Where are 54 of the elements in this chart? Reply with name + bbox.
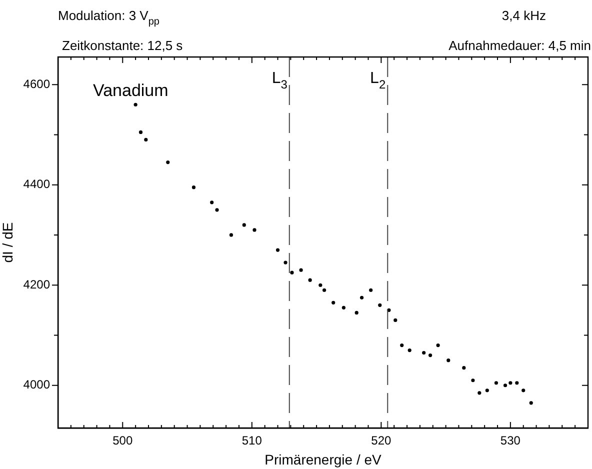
point	[215, 208, 219, 212]
point	[446, 358, 450, 362]
point	[252, 228, 256, 232]
point	[166, 160, 170, 164]
point	[276, 248, 280, 252]
text: Aufnahmedauer: 4,5 min	[448, 38, 592, 53]
point	[462, 366, 466, 370]
point	[400, 343, 404, 348]
point	[522, 388, 526, 392]
point	[210, 200, 214, 204]
point	[229, 233, 234, 237]
point	[503, 384, 508, 388]
point	[471, 378, 475, 382]
point	[242, 223, 246, 227]
point	[478, 391, 482, 395]
point	[360, 296, 364, 300]
x-tick-label: 500	[112, 434, 133, 448]
point	[192, 186, 196, 190]
point	[342, 306, 346, 310]
point	[529, 401, 533, 405]
point	[369, 288, 373, 292]
point	[408, 348, 412, 352]
y-tick-label: 4000	[23, 378, 50, 392]
y-tick-label: 4600	[23, 76, 50, 91]
point	[485, 388, 489, 392]
point	[308, 278, 312, 282]
point	[322, 288, 326, 292]
text: Zeitkonstante: 12,5 s	[62, 38, 184, 53]
point	[318, 283, 322, 287]
point	[508, 381, 512, 385]
point	[299, 268, 303, 272]
point	[422, 351, 426, 355]
annotation: Vanadium	[93, 81, 168, 100]
x-tick-label: 530	[500, 434, 521, 448]
y-tick-label: 4200	[23, 277, 50, 292]
point	[515, 381, 519, 385]
point	[290, 270, 294, 274]
y-axis-title: dI / dE	[0, 222, 16, 263]
point	[378, 303, 382, 307]
point	[394, 318, 398, 322]
x-axis-title: Primärenergie / eV	[264, 451, 382, 468]
point	[428, 354, 432, 358]
point	[284, 260, 288, 264]
point	[436, 343, 440, 348]
point	[138, 130, 143, 134]
point	[144, 138, 148, 142]
point	[332, 300, 336, 304]
point	[494, 381, 498, 385]
x-tick-label: 520	[371, 434, 392, 448]
text: 3,4 kHz	[502, 8, 546, 23]
point	[134, 102, 138, 106]
point	[354, 310, 358, 314]
y-tick-label: 4400	[23, 177, 50, 192]
x-tick-label: 510	[242, 434, 262, 448]
